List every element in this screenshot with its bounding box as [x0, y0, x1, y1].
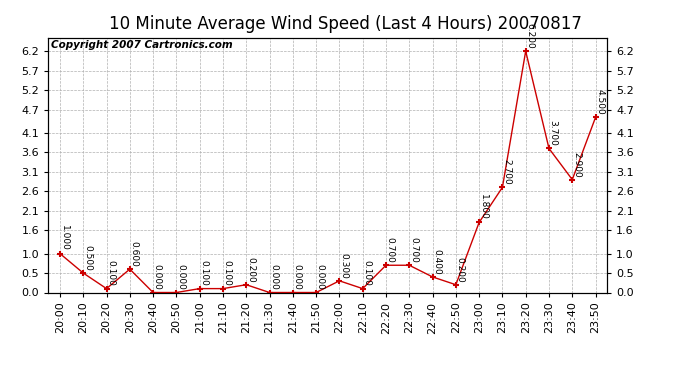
Text: 1.800: 1.800: [479, 194, 488, 220]
Text: 0.000: 0.000: [293, 264, 302, 290]
Text: 0.700: 0.700: [409, 237, 418, 263]
Text: 6.200: 6.200: [525, 23, 534, 49]
Text: 0.600: 0.600: [130, 241, 139, 267]
Text: 0.000: 0.000: [176, 264, 185, 290]
Text: 0.100: 0.100: [106, 260, 115, 286]
Text: 0.200: 0.200: [455, 256, 464, 282]
Text: 0.700: 0.700: [386, 237, 395, 263]
Text: 0.500: 0.500: [83, 245, 92, 271]
Text: 2.700: 2.700: [502, 159, 511, 185]
Text: 2.900: 2.900: [572, 152, 581, 177]
Text: 0.000: 0.000: [269, 264, 278, 290]
Text: 0.200: 0.200: [246, 256, 255, 282]
Text: Copyright 2007 Cartronics.com: Copyright 2007 Cartronics.com: [51, 40, 233, 50]
Text: 10 Minute Average Wind Speed (Last 4 Hours) 20070817: 10 Minute Average Wind Speed (Last 4 Hou…: [108, 15, 582, 33]
Text: 4.500: 4.500: [595, 89, 604, 115]
Text: 0.000: 0.000: [152, 264, 161, 290]
Text: 0.300: 0.300: [339, 253, 348, 279]
Text: 1.000: 1.000: [59, 225, 68, 251]
Text: 0.100: 0.100: [362, 260, 371, 286]
Text: 0.100: 0.100: [199, 260, 208, 286]
Text: 0.100: 0.100: [223, 260, 232, 286]
Text: 0.400: 0.400: [432, 249, 441, 274]
Text: 0.000: 0.000: [316, 264, 325, 290]
Text: 3.700: 3.700: [549, 120, 558, 146]
